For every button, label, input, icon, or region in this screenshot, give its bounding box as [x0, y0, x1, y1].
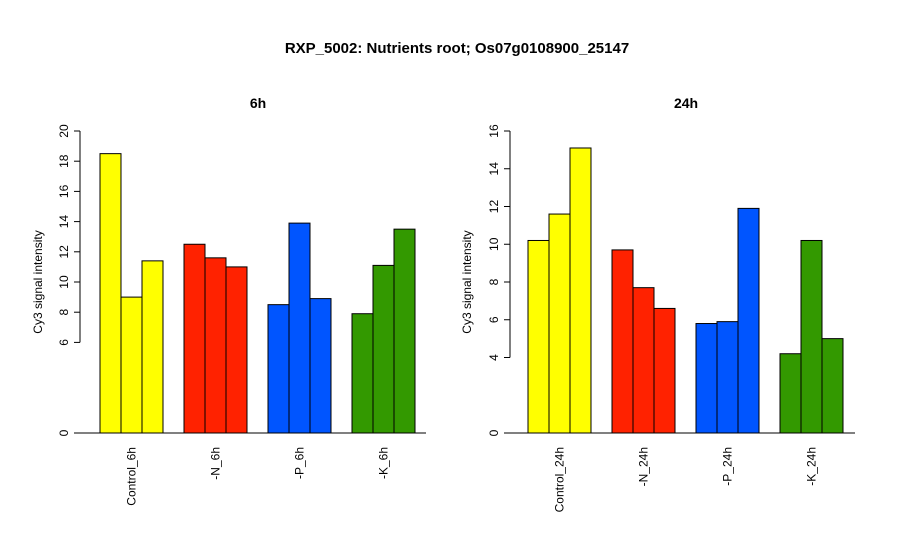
panel-title: 24h — [674, 95, 698, 111]
y-tick-label: 6 — [57, 339, 71, 346]
bar — [716, 321, 739, 434]
y-tick-label: 12 — [57, 245, 71, 259]
bar — [548, 213, 571, 434]
y-tick-label: 16 — [57, 184, 71, 198]
category-label: -P_6h — [293, 447, 307, 479]
bar — [204, 257, 227, 434]
bar — [372, 264, 395, 434]
bar — [611, 249, 634, 434]
bar — [527, 239, 550, 434]
category-label: -N_6h — [209, 447, 223, 480]
bar — [99, 153, 122, 434]
panel-title: 6h — [250, 95, 266, 111]
category-label: Control_24h — [553, 447, 567, 512]
bar — [309, 298, 332, 434]
y-tick-label: 4 — [487, 354, 501, 361]
bar — [267, 304, 290, 434]
category-label: -P_24h — [721, 447, 735, 486]
y-tick-label: 14 — [487, 162, 501, 176]
y-axis-label: Cy3 signal intensity — [31, 230, 45, 333]
y-axis-label: Cy3 signal intensity — [460, 230, 474, 333]
y-tick-label: 6 — [487, 316, 501, 323]
y-tick-label: 16 — [487, 124, 501, 138]
bar — [653, 307, 676, 434]
category-label: -K_24h — [805, 447, 819, 486]
bar — [183, 243, 206, 434]
y-tick-label: 8 — [487, 278, 501, 285]
y-tick-label: 20 — [57, 124, 71, 138]
bar — [695, 323, 718, 434]
panel-6h: 6h Cy3 signal intensity 0 6 8 10 12 14 16 18 20 Con… — [31, 95, 426, 506]
y-tick-label: 14 — [57, 215, 71, 229]
category-label: Control_6h — [125, 447, 139, 506]
category-label: -N_24h — [637, 447, 651, 486]
bar — [120, 296, 143, 434]
bar — [821, 338, 844, 434]
y-tick-label: 0 — [487, 429, 501, 436]
bar — [288, 222, 311, 434]
bar — [569, 147, 592, 434]
y-tick-label: 0 — [57, 429, 71, 436]
bar — [800, 239, 823, 434]
figure-title: RXP_5002: Nutrients root; Os07g0108900_2… — [285, 40, 629, 57]
bar — [351, 313, 374, 434]
bar — [779, 353, 802, 434]
y-tick-label: 18 — [57, 154, 71, 168]
panel-24h: 24h Cy3 signal intensity 0 4 6 8 10 12 14 16 Contr… — [460, 95, 855, 512]
category-label: -K_6h — [377, 447, 391, 479]
bar — [393, 228, 416, 434]
y-tick-label: 10 — [57, 275, 71, 289]
bar — [141, 260, 164, 434]
bar — [632, 287, 655, 434]
y-tick-label: 8 — [57, 309, 71, 316]
y-tick-label: 12 — [487, 200, 501, 214]
y-tick-label: 10 — [487, 237, 501, 251]
bar — [225, 266, 248, 434]
bar — [737, 207, 760, 434]
